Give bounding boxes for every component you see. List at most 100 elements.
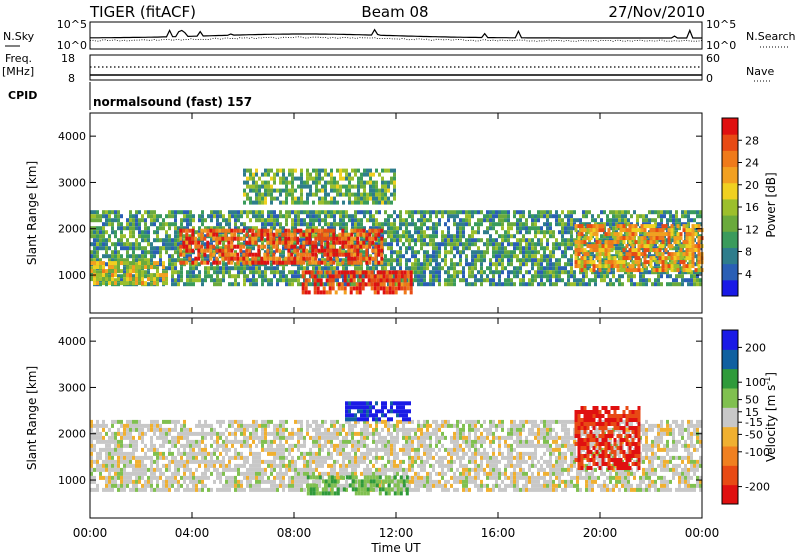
heatmap-cell <box>90 230 93 235</box>
heatmap-cell <box>540 242 543 247</box>
heatmap-cell <box>308 256 312 261</box>
heatmap-cell <box>414 222 417 227</box>
heatmap-cell <box>209 256 213 261</box>
heatmap-cell <box>694 232 698 237</box>
heatmap-cell <box>406 282 410 287</box>
heatmap-cell <box>233 256 237 261</box>
heatmap-cell <box>249 447 252 452</box>
heatmap-cell <box>171 479 174 484</box>
heatmap-cell <box>613 264 617 269</box>
heatmap-cell <box>355 286 359 291</box>
heatmap-cell <box>666 218 669 223</box>
heatmap-cell <box>330 214 333 219</box>
heatmap-cell <box>678 226 681 231</box>
heatmap-cell <box>394 286 398 291</box>
heatmap-cell <box>676 268 680 273</box>
heatmap-cell <box>159 443 162 448</box>
heatmap-cell <box>225 439 228 444</box>
heatmap-cell <box>300 218 303 223</box>
heatmap-cell <box>340 270 344 275</box>
heatmap-cell <box>585 210 588 215</box>
heatmap-cell <box>165 250 168 255</box>
heatmap-cell <box>180 222 183 227</box>
heatmap-cell <box>420 214 423 219</box>
heatmap-cell <box>471 254 474 259</box>
heatmap-cell <box>99 270 102 275</box>
heatmap-cell <box>652 224 656 229</box>
heatmap-cell <box>588 210 591 215</box>
heatmap-cell <box>138 218 141 223</box>
heatmap-cell <box>150 423 153 428</box>
heatmap-cell <box>318 200 321 205</box>
heatmap-cell <box>397 274 401 279</box>
heatmap-cell <box>546 218 549 223</box>
heatmap-cell <box>177 487 180 492</box>
heatmap-cell <box>93 475 96 480</box>
heatmap-cell <box>249 435 252 440</box>
heatmap-cell <box>607 264 611 269</box>
heatmap-cell <box>549 254 552 259</box>
heatmap-cell <box>333 176 336 181</box>
heatmap-cell <box>447 218 450 223</box>
heatmap-cell <box>278 260 282 265</box>
heatmap-cell <box>135 455 138 460</box>
nsearch-tick-bottom: 10^0 <box>706 39 736 52</box>
heatmap-cell <box>516 266 519 271</box>
heatmap-cell <box>186 218 189 223</box>
heatmap-cell <box>99 431 102 436</box>
heatmap-cell <box>203 260 207 265</box>
heatmap-cell <box>215 228 219 233</box>
heatmap-cell <box>219 246 222 251</box>
heatmap-cell <box>237 483 240 488</box>
heatmap-cell <box>183 238 186 243</box>
heatmap-cell <box>189 439 192 444</box>
heatmap-cell <box>302 240 306 245</box>
heatmap-cell <box>339 226 342 231</box>
heatmap-cell <box>570 274 573 279</box>
heatmap-cell <box>177 459 180 464</box>
heatmap-cell <box>519 226 522 231</box>
heatmap-cell <box>459 226 462 231</box>
heatmap-cell <box>376 270 380 275</box>
heatmap-cell <box>332 240 336 245</box>
heatmap-cell <box>649 244 653 249</box>
heatmap-cell <box>654 278 657 283</box>
heatmap-cell <box>132 246 135 251</box>
heatmap-cell <box>309 222 312 227</box>
heatmap-cell <box>450 210 453 215</box>
heatmap-cell <box>357 188 360 193</box>
heatmap-cell <box>132 439 135 444</box>
heatmap-cell <box>251 260 255 265</box>
heatmap-cell <box>534 258 537 263</box>
heatmap-cell <box>373 282 377 287</box>
heatmap-cell <box>210 210 213 215</box>
heatmap-cell <box>619 264 623 269</box>
heatmap-cell <box>99 475 102 480</box>
heatmap-cell <box>234 467 237 472</box>
heatmap-cell <box>228 467 231 472</box>
heatmap-cell <box>435 222 438 227</box>
heatmap-cell <box>600 278 603 283</box>
heatmap-cell <box>114 261 117 266</box>
heatmap-cell <box>150 419 153 424</box>
heatmap-cell <box>549 210 552 215</box>
heatmap-cell <box>147 277 150 282</box>
heatmap-cell <box>661 236 665 241</box>
heatmap-cell <box>377 260 381 265</box>
heatmap-cell <box>353 228 357 233</box>
heatmap-cell <box>227 240 231 245</box>
heatmap-cell <box>224 252 228 257</box>
heatmap-cell <box>171 419 174 424</box>
heatmap-cell <box>528 226 531 231</box>
heatmap-cell <box>390 200 393 205</box>
heatmap-cell <box>643 240 647 245</box>
heatmap-cell <box>528 282 531 287</box>
heatmap-cell <box>168 419 171 424</box>
heatmap-cell <box>660 270 663 275</box>
heatmap-cell <box>219 234 222 239</box>
heatmap-cell <box>285 196 288 201</box>
heatmap-cell <box>171 459 174 464</box>
heatmap-cell <box>316 278 320 283</box>
heatmap-cell <box>126 250 129 255</box>
heatmap-cell <box>589 256 593 261</box>
